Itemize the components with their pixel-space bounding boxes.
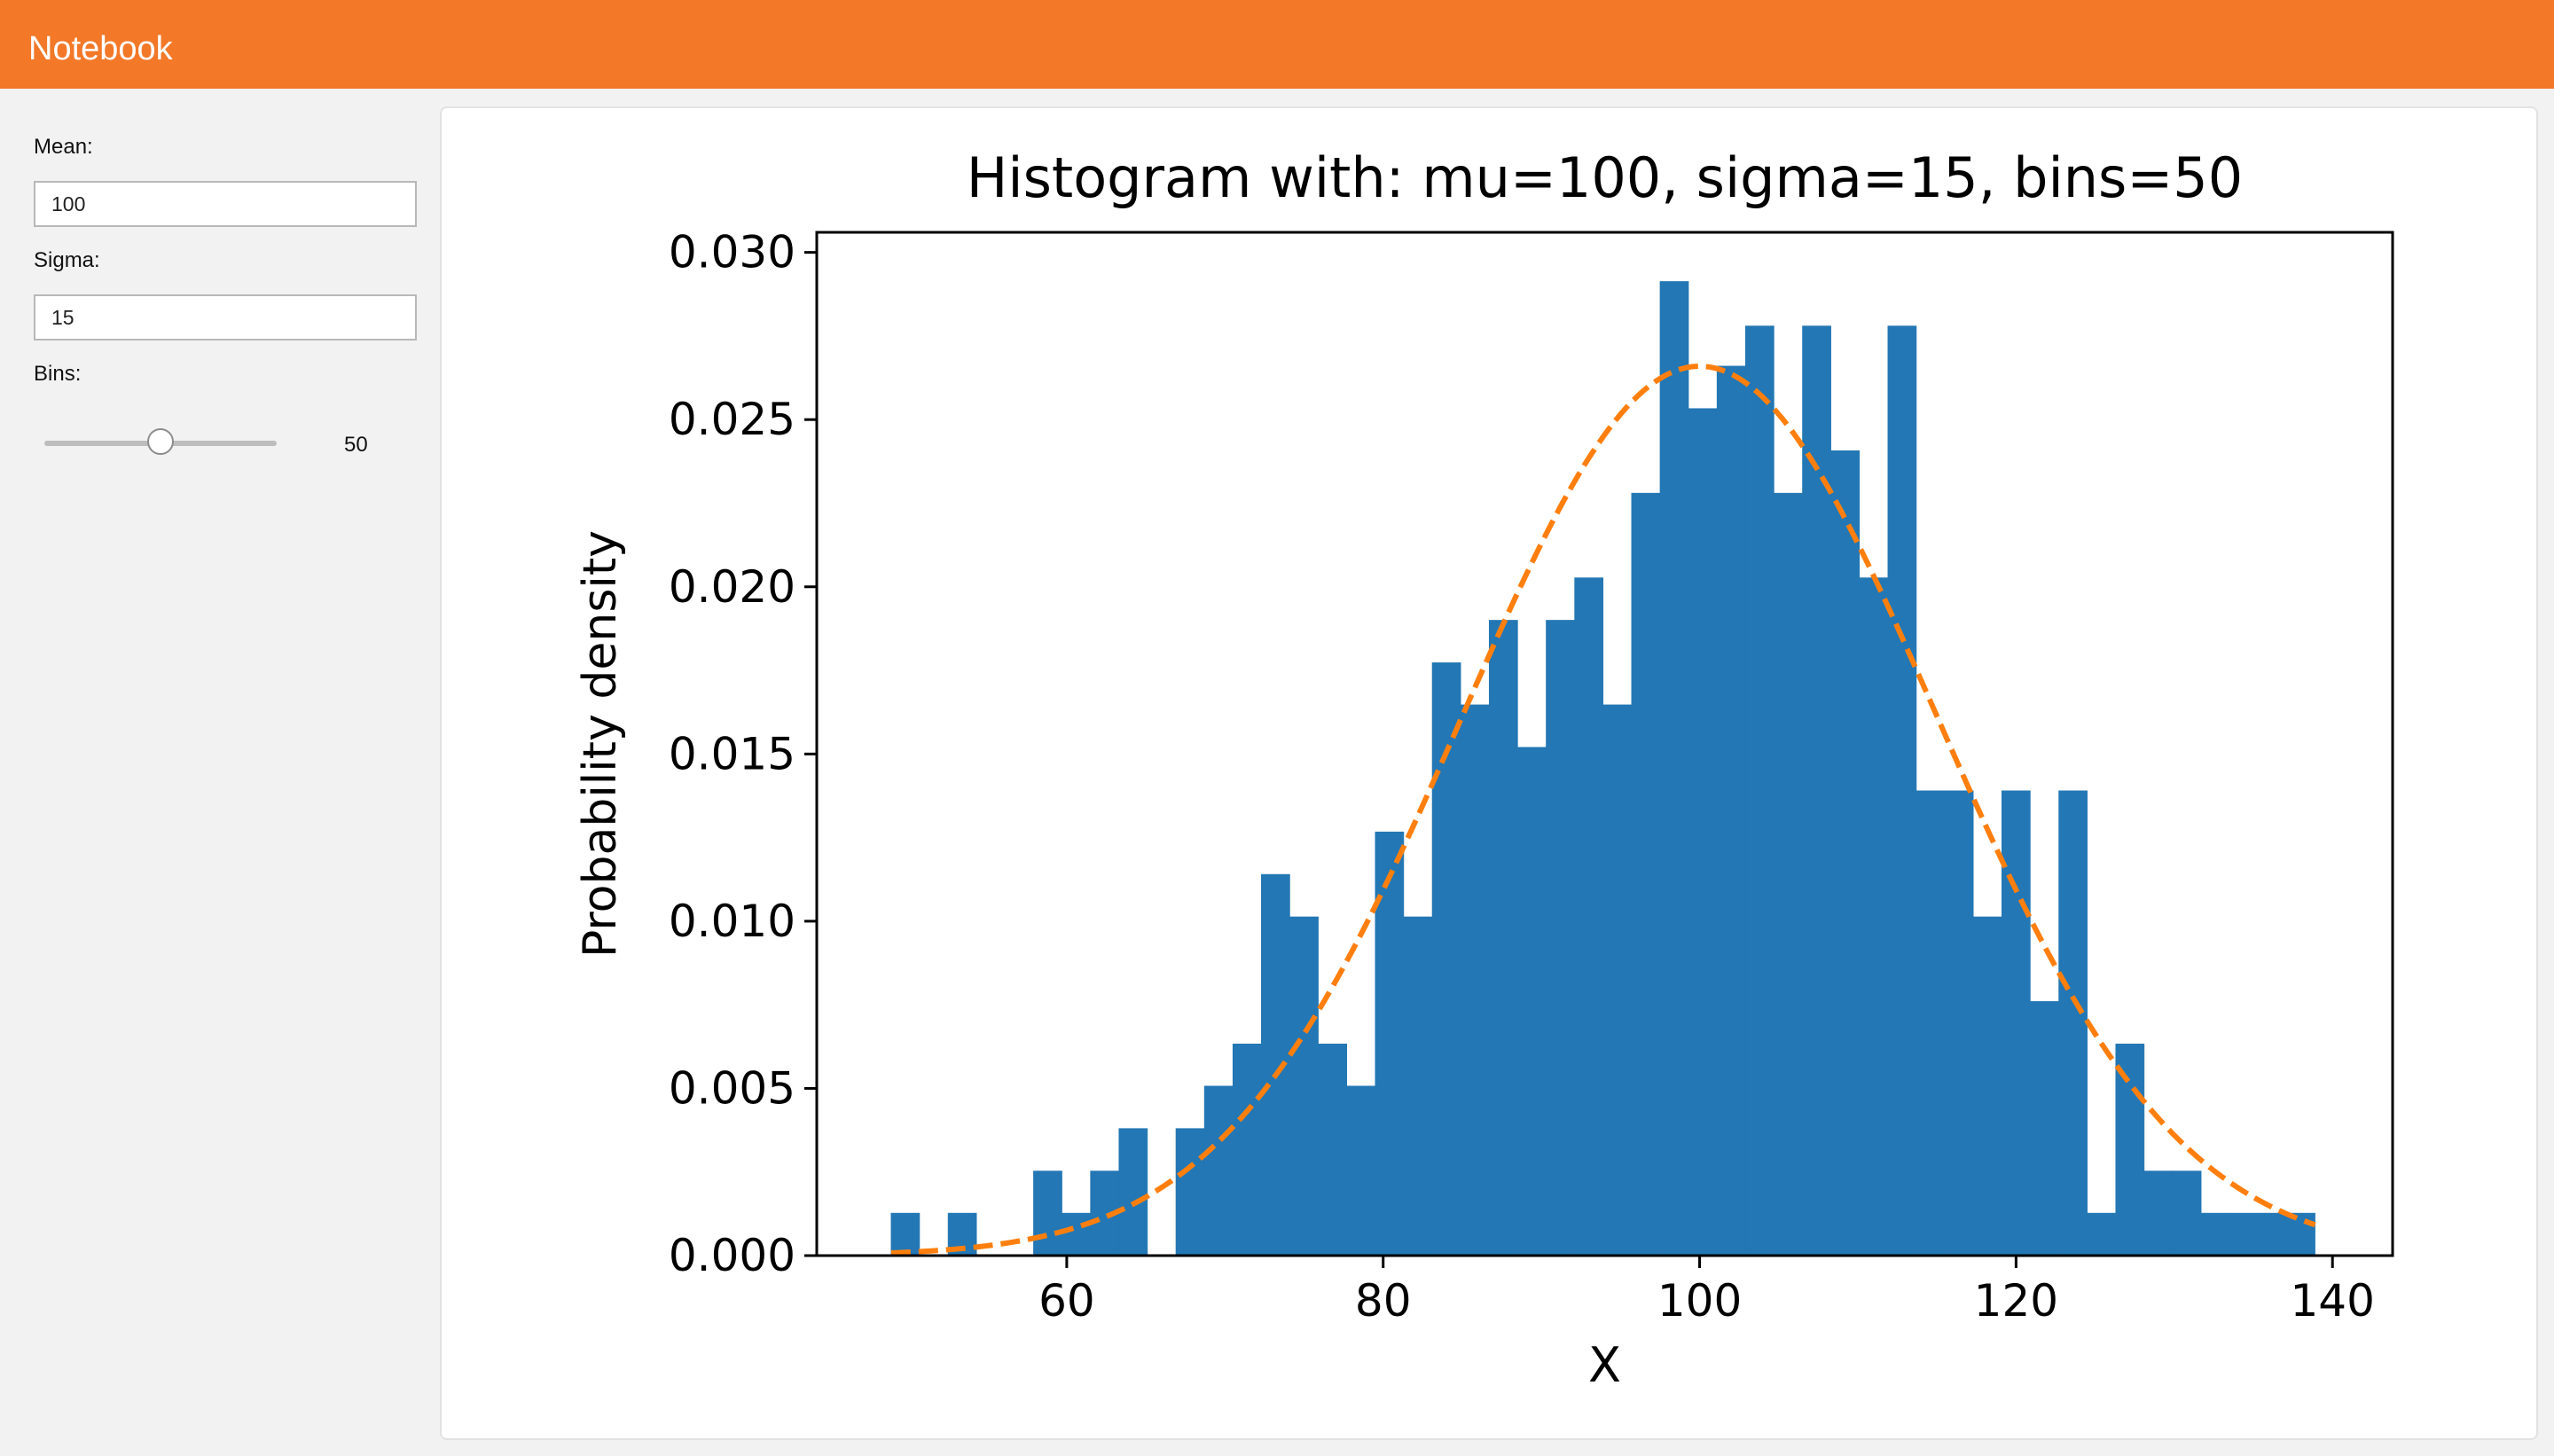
histogram-bar [1546,620,1575,1256]
bins-value: 50 [344,433,368,457]
y-tick-label: 0.015 [669,728,795,779]
histogram-bar [2229,1212,2259,1256]
plot-frame [815,231,2394,1257]
histogram-bar [1631,492,1661,1256]
controls-sidebar: Mean: 100 Sigma: 15 Bins: 50 [0,89,435,1456]
y-tick-label: 0.000 [669,1230,795,1281]
sigma-label: Sigma: [34,248,100,272]
histogram-bar [1688,408,1718,1256]
chart-title: Histogram with: mu=100, sigma=15, bins=5… [967,145,2243,210]
histogram-bar [2115,1043,2145,1256]
x-axis-label: X [1588,1337,1621,1393]
histogram-bar [1203,1085,1234,1256]
x-tick-label: 80 [1355,1275,1412,1327]
bins-slider[interactable] [44,427,277,459]
histogram-bar [1972,916,2002,1256]
histogram-bar [2058,790,2088,1256]
histogram-bar [1175,1128,1205,1256]
histogram-bar [1859,577,1889,1256]
bins-label: Bins: [34,362,82,386]
mean-input[interactable]: 100 [34,181,417,227]
app-header: Notebook [0,0,2554,89]
app-title: Notebook [28,30,173,67]
y-axis-label: Probability density [574,530,627,958]
histogram-bar [1118,1128,1148,1256]
histogram-bar [1403,916,1433,1256]
histogram-bar [1346,1085,1376,1256]
histogram-bar [1460,704,1490,1256]
histogram-bar [1887,325,1917,1256]
histogram-bar [1659,281,1689,1256]
histogram-bar [2002,790,2031,1256]
histogram-bar [2172,1170,2202,1256]
histogram-bar [1232,1043,1262,1256]
histogram-chart: 0.000 0.005 0.010 0.015 0.020 0.025 0.030 60 80 1… [574,145,2394,1393]
histogram-bar [1062,1212,1091,1256]
x-tick-label: 120 [1974,1275,2058,1327]
histogram-bar [2258,1212,2287,1256]
bins-slider-thumb[interactable] [147,428,174,455]
density-curve [890,364,2316,1256]
x-tick-label: 60 [1038,1275,1095,1327]
histogram-bar [1574,577,1604,1256]
y-tick-label: 0.025 [669,394,795,445]
mean-label: Mean: [34,135,93,159]
y-tick-label: 0.030 [669,227,795,278]
y-tick-label: 0.005 [669,1062,795,1114]
histogram-bar [1716,365,1746,1256]
histogram-bar [2087,1212,2117,1256]
y-tick-label: 0.010 [669,896,795,947]
histogram-bar [2286,1212,2315,1256]
y-tick-label: 0.020 [669,561,795,613]
sigma-input[interactable]: 15 [34,294,417,341]
histogram-bar [1289,916,1319,1256]
histogram-bar [1517,747,1547,1256]
histogram-bar [2030,1001,2059,1256]
histogram-bar [1033,1170,1062,1256]
histogram-bar [2200,1212,2230,1256]
histogram-bar [2143,1170,2174,1256]
x-tick-label: 100 [1657,1275,1742,1327]
x-tick-label: 140 [2290,1275,2374,1327]
histogram-bar [1916,790,1946,1256]
histogram-bar [1944,790,1974,1256]
histogram-bar [890,1212,921,1256]
histogram-bar [1318,1043,1347,1256]
output-panel: 0.000 0.005 0.010 0.015 0.020 0.025 0.030 60 80 1… [440,106,2538,1440]
histogram-bar [1774,492,1803,1256]
histogram-bar [1830,450,1861,1256]
histogram-bar [1602,704,1633,1256]
histogram-bar [1488,620,1518,1256]
histogram-bar [1744,325,1774,1256]
